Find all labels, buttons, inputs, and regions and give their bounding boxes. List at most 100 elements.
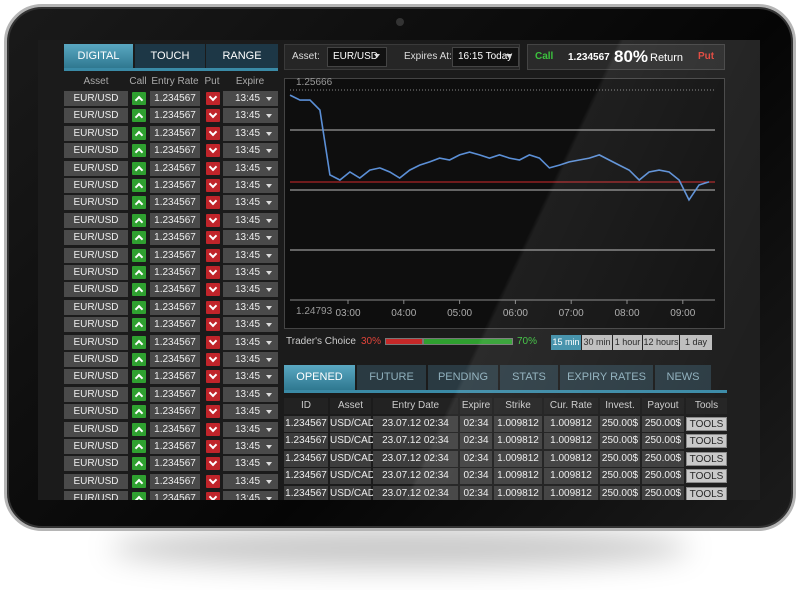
expire-select[interactable]: 13:45 [223,195,278,211]
put-button[interactable] [206,248,220,262]
call-button[interactable] [132,422,146,436]
asset-cell: EUR/USD [64,108,128,124]
put-button[interactable] [206,440,220,453]
put-button[interactable] [206,492,220,500]
tools-button[interactable]: TOOLS [686,434,727,449]
expire-select[interactable]: 13:45 [223,369,278,385]
expire-select[interactable]: 13:45 [223,421,278,437]
call-button[interactable] [132,126,146,140]
expire-select[interactable]: 13:45 [223,491,278,500]
expire-select[interactable]: 13:45 [223,456,278,472]
time-button[interactable]: 15 min [551,335,581,350]
put-button[interactable] [206,353,220,366]
tools-button[interactable]: TOOLS [686,469,727,484]
bottom-tab[interactable]: PENDING [428,365,498,390]
call-button[interactable] [132,440,146,453]
call-button[interactable] [132,492,146,500]
put-button[interactable] [206,126,220,140]
expire-select[interactable]: 13:45 [223,473,278,489]
position-cell: 02:34 [460,485,492,500]
put-button[interactable] [206,161,220,175]
asset-select[interactable]: EUR/USD [327,47,387,67]
expire-select[interactable]: 13:45 [223,386,278,402]
tab[interactable]: DIGITAL [64,44,133,68]
put-button[interactable] [206,283,220,297]
call-button[interactable] [132,196,146,210]
call-button[interactable] [132,474,146,488]
call-button[interactable] [132,179,146,192]
call-button[interactable] [132,213,146,227]
call-button[interactable] [132,457,146,471]
call-button[interactable] [132,300,146,314]
expire-select[interactable]: 13:45 [223,317,278,333]
expire-select[interactable]: 13:45 [223,212,278,228]
put-button[interactable] [206,196,220,210]
tools-button[interactable]: TOOLS [686,417,727,431]
expire-select[interactable]: 13:45 [223,160,278,176]
put-label[interactable]: Put [698,51,715,62]
tab[interactable]: RANGE [206,44,278,68]
put-button[interactable] [206,92,220,105]
put-button[interactable] [206,474,220,488]
expire-select[interactable]: 13:45 [223,352,278,367]
put-button[interactable] [206,370,220,384]
call-button[interactable] [132,161,146,175]
call-label[interactable]: Call [535,51,554,62]
label: Asset: [292,51,320,62]
call-button[interactable] [132,144,146,158]
expires-select[interactable]: 16:15 Today [452,47,519,67]
expire-select[interactable]: 13:45 [223,125,278,141]
bottom-tab[interactable]: EXPIRY RATES [560,365,653,390]
call-button[interactable] [132,387,146,401]
tools-button[interactable]: TOOLS [686,486,727,500]
put-button[interactable] [206,144,220,158]
put-button[interactable] [206,318,220,332]
call-button[interactable] [132,266,146,279]
expire-select[interactable]: 13:45 [223,299,278,315]
time-button[interactable]: 1 hour [613,335,642,350]
put-button[interactable] [206,266,220,279]
expire-select[interactable]: 13:45 [223,247,278,263]
put-button[interactable] [206,109,220,123]
call-button[interactable] [132,405,146,419]
expire-select[interactable]: 13:45 [223,265,278,280]
tab[interactable]: TOUCH [135,44,205,68]
time-button[interactable]: 12 hours [643,335,679,350]
expire-select[interactable]: 13:45 [223,404,278,420]
expire-select[interactable]: 13:45 [223,91,278,106]
put-button[interactable] [206,405,220,419]
call-button[interactable] [132,248,146,262]
call-button[interactable] [132,318,146,332]
entry-rate-cell: 1.234567 [150,369,200,385]
call-button[interactable] [132,92,146,105]
put-button[interactable] [206,387,220,401]
put-button[interactable] [206,213,220,227]
bottom-tab[interactable]: FUTURE [357,365,426,390]
call-button[interactable] [132,109,146,123]
call-button[interactable] [132,335,146,349]
call-button[interactable] [132,231,146,245]
put-button[interactable] [206,231,220,245]
position-cell: 23.07.12 02:34 [373,450,458,467]
put-button[interactable] [206,335,220,349]
time-button[interactable]: 1 day [680,335,712,350]
expire-select[interactable]: 13:45 [223,178,278,193]
expire-select[interactable]: 13:45 [223,439,278,454]
put-button[interactable] [206,457,220,471]
expire-select[interactable]: 13:45 [223,230,278,246]
expire-select[interactable]: 13:45 [223,334,278,350]
bottom-tab[interactable]: OPENED [284,365,355,390]
bottom-tab[interactable]: NEWS [655,365,711,390]
expire-select[interactable]: 13:45 [223,143,278,159]
call-button[interactable] [132,370,146,384]
put-button[interactable] [206,179,220,192]
tools-button[interactable]: TOOLS [686,451,727,466]
time-button[interactable]: 30 min [582,335,612,350]
call-button[interactable] [132,283,146,297]
call-button[interactable] [132,353,146,366]
expire-select[interactable]: 13:45 [223,108,278,124]
put-button[interactable] [206,300,220,314]
expire-select[interactable]: 13:45 [223,282,278,298]
bottom-tab[interactable]: STATS [500,365,558,390]
put-button[interactable] [206,422,220,436]
